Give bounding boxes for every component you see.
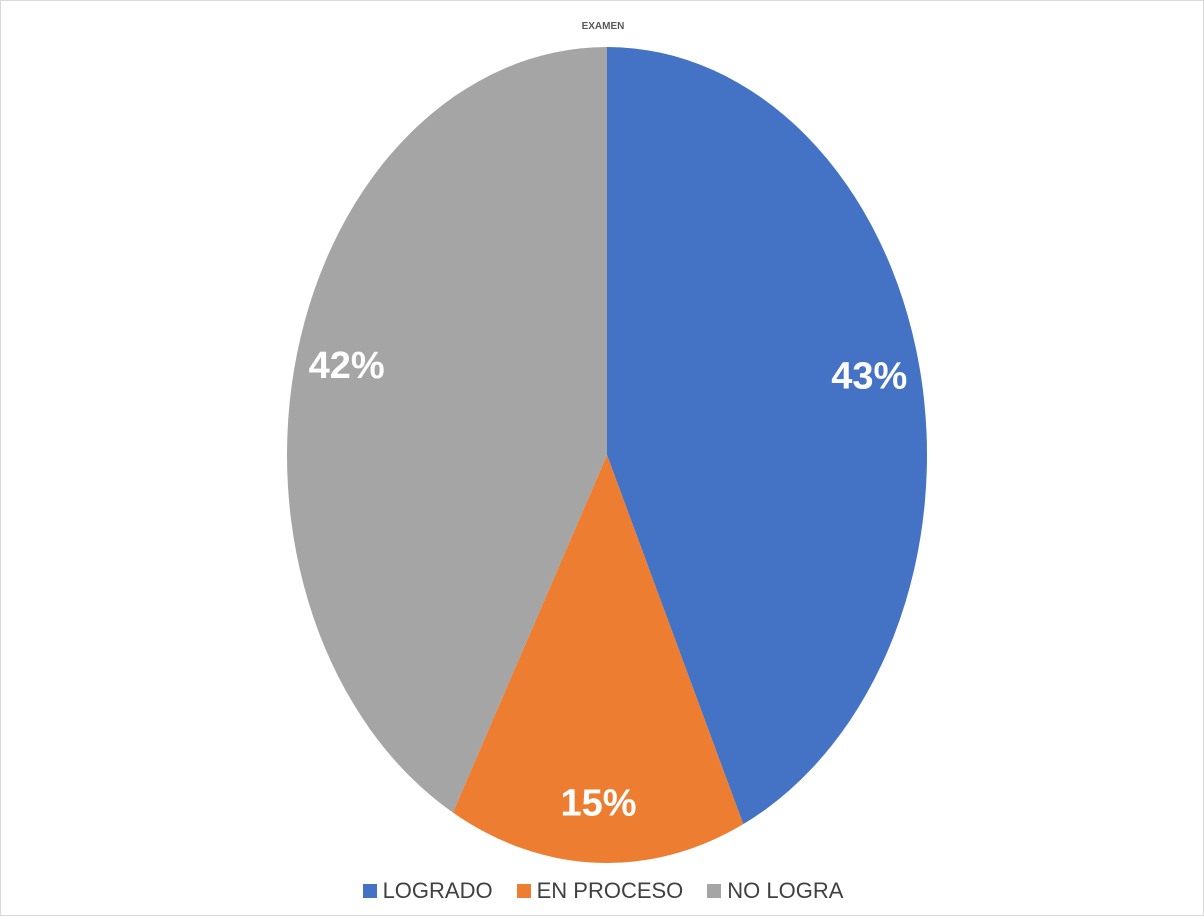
data-label-2: 42% (309, 345, 385, 387)
pie-data-labels: 43% 15% 42% (309, 345, 908, 825)
pie-slice-no-logra (286, 47, 607, 813)
chart-title: EXAMEN (581, 21, 625, 32)
pie-slice-en-proceso (452, 455, 744, 864)
pie-slices (286, 47, 927, 864)
legend-item-2: NO LOGRA (707, 878, 843, 904)
legend-swatch-1 (516, 884, 531, 898)
data-label-0: 43% (831, 355, 907, 397)
legend-item-0: LOGRADO (362, 878, 493, 904)
legend-label-2: NO LOGRA (727, 878, 844, 903)
legend-item-1: EN PROCESO (516, 878, 684, 904)
pie-slice-logrado (607, 47, 927, 825)
legend-swatch-2 (707, 884, 722, 898)
legend: LOGRADO EN PROCESO NO LOGRA (1, 878, 1204, 904)
data-label-1: 15% (561, 783, 637, 825)
legend-swatch-0 (362, 884, 377, 898)
legend-label-1: EN PROCESO (536, 878, 684, 903)
legend-label-0: LOGRADO (382, 878, 493, 903)
